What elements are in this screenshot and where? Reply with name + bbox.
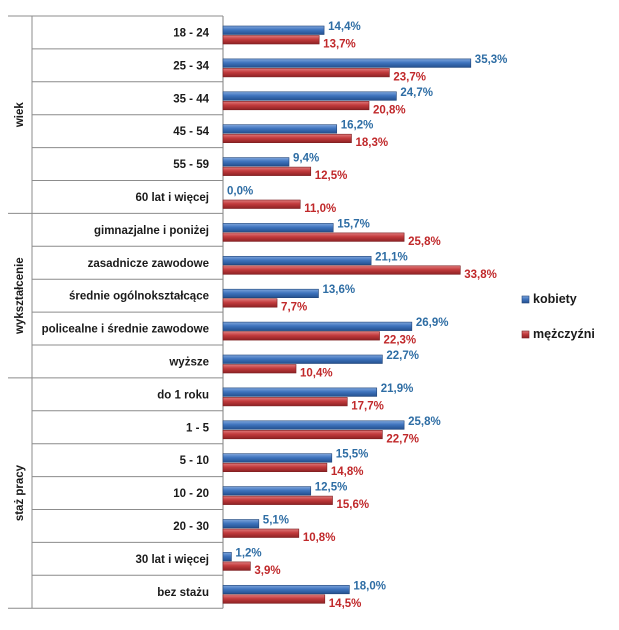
legend-label: mężczyźni <box>533 327 595 341</box>
data-label: 13,6% <box>322 284 355 296</box>
category-label: 20 - 30 <box>173 521 209 533</box>
data-label: 12,5% <box>315 482 348 494</box>
bar-mezczyzni <box>223 101 369 110</box>
data-label: 14,4% <box>328 21 361 33</box>
data-label: 21,9% <box>381 383 414 395</box>
data-label: 0,0% <box>227 186 253 198</box>
bar-mezczyzni <box>223 496 333 505</box>
data-label: 13,7% <box>323 39 356 51</box>
bar-mezczyzni <box>223 167 311 176</box>
data-label: 18,0% <box>353 580 386 592</box>
category-label: 25 - 34 <box>173 60 209 72</box>
data-label: 21,1% <box>375 251 408 263</box>
category-label: 1 - 5 <box>186 422 210 434</box>
bar-mezczyzni <box>223 595 325 604</box>
bar-mezczyzni <box>223 200 300 209</box>
legend-swatch-mezczyzni <box>522 331 529 338</box>
bar-kobiety <box>223 125 337 134</box>
category-label: zasadnicze zawodowe <box>88 258 209 270</box>
chart-container: wiek wykształcenie staż pracy 18 - 24 25 - 3… <box>0 0 619 630</box>
bar-mezczyzni <box>223 365 296 374</box>
data-label: 23,7% <box>393 71 426 83</box>
data-label: 35,3% <box>475 54 508 66</box>
bar-kobiety <box>223 552 231 561</box>
category-label: wyższe <box>168 356 209 368</box>
category-label: 45 - 54 <box>173 126 209 138</box>
bar-mezczyzni <box>223 332 380 341</box>
category-label: bez stażu <box>157 587 209 599</box>
data-label: 14,5% <box>329 598 362 610</box>
data-label: 9,4% <box>293 153 319 165</box>
data-label: 26,9% <box>416 317 449 329</box>
bar-mezczyzni <box>223 463 327 472</box>
data-label: 20,8% <box>373 104 406 116</box>
bar-mezczyzni <box>223 233 404 242</box>
bar-mezczyzni <box>223 430 382 439</box>
bar-kobiety <box>223 26 324 35</box>
bar-kobiety <box>223 92 396 101</box>
bar-kobiety <box>223 59 471 68</box>
bar-mezczyzni <box>223 36 319 45</box>
group-label: staż pracy <box>14 464 26 521</box>
bar-kobiety <box>223 158 289 167</box>
bar-kobiety <box>223 585 349 594</box>
data-label: 10,4% <box>300 368 333 380</box>
data-label: 24,7% <box>400 87 433 99</box>
data-label: 33,8% <box>464 269 497 281</box>
data-label: 18,3% <box>355 137 388 149</box>
bar-kobiety <box>223 421 404 430</box>
bar-mezczyzni <box>223 134 351 143</box>
bar-mezczyzni <box>223 299 277 308</box>
bar-chart: wiek wykształcenie staż pracy 18 - 24 25 - 3… <box>0 0 619 630</box>
category-label: 18 - 24 <box>173 27 209 39</box>
bar-kobiety <box>223 256 371 265</box>
bar-kobiety <box>223 322 412 331</box>
category-label: 60 lat i więcej <box>135 192 209 204</box>
category-label: policealne i średnie zawodowe <box>42 324 209 336</box>
bar-kobiety <box>223 520 259 529</box>
data-label: 3,9% <box>254 565 280 577</box>
group-label: wiek <box>14 102 26 129</box>
bar-kobiety <box>223 454 332 463</box>
bar-mezczyzni <box>223 397 347 406</box>
data-label: 15,5% <box>336 449 369 461</box>
category-label: 10 - 20 <box>173 488 209 500</box>
bar-mezczyzni <box>223 529 299 538</box>
category-label: gimnazjalne i poniżej <box>94 225 209 237</box>
bar-mezczyzni <box>223 68 389 77</box>
data-label: 10,8% <box>303 532 336 544</box>
data-label: 22,3% <box>384 335 417 347</box>
group-label: wykształcenie <box>14 257 26 335</box>
data-label: 25,8% <box>408 416 441 428</box>
data-label: 1,2% <box>235 547 261 559</box>
bar-mezczyzni <box>223 562 250 571</box>
bar-kobiety <box>223 355 382 364</box>
data-label: 25,8% <box>408 236 441 248</box>
data-label: 22,7% <box>386 433 419 445</box>
bar-kobiety <box>223 487 311 496</box>
data-label: 12,5% <box>315 170 348 182</box>
data-label: 22,7% <box>386 350 419 362</box>
data-label: 17,7% <box>351 400 384 412</box>
data-label: 14,8% <box>331 466 364 478</box>
category-label: średnie ogólnokształcące <box>69 291 209 303</box>
data-label: 11,0% <box>304 203 336 215</box>
category-label: 30 lat i więcej <box>135 554 209 566</box>
category-label: 5 - 10 <box>180 455 209 467</box>
category-label: do 1 roku <box>157 389 209 401</box>
legend-label: kobiety <box>533 292 577 306</box>
data-label: 16,2% <box>341 120 374 132</box>
category-label: 35 - 44 <box>173 93 209 105</box>
data-label: 5,1% <box>263 515 289 527</box>
legend-swatch-kobiety <box>522 296 529 303</box>
data-label: 7,7% <box>281 302 307 314</box>
bar-mezczyzni <box>223 266 460 275</box>
data-label: 15,6% <box>337 499 370 511</box>
data-label: 15,7% <box>337 218 370 230</box>
category-label: 55 - 59 <box>173 159 209 171</box>
bar-kobiety <box>223 289 318 298</box>
bar-kobiety <box>223 388 377 397</box>
bar-kobiety <box>223 223 333 232</box>
